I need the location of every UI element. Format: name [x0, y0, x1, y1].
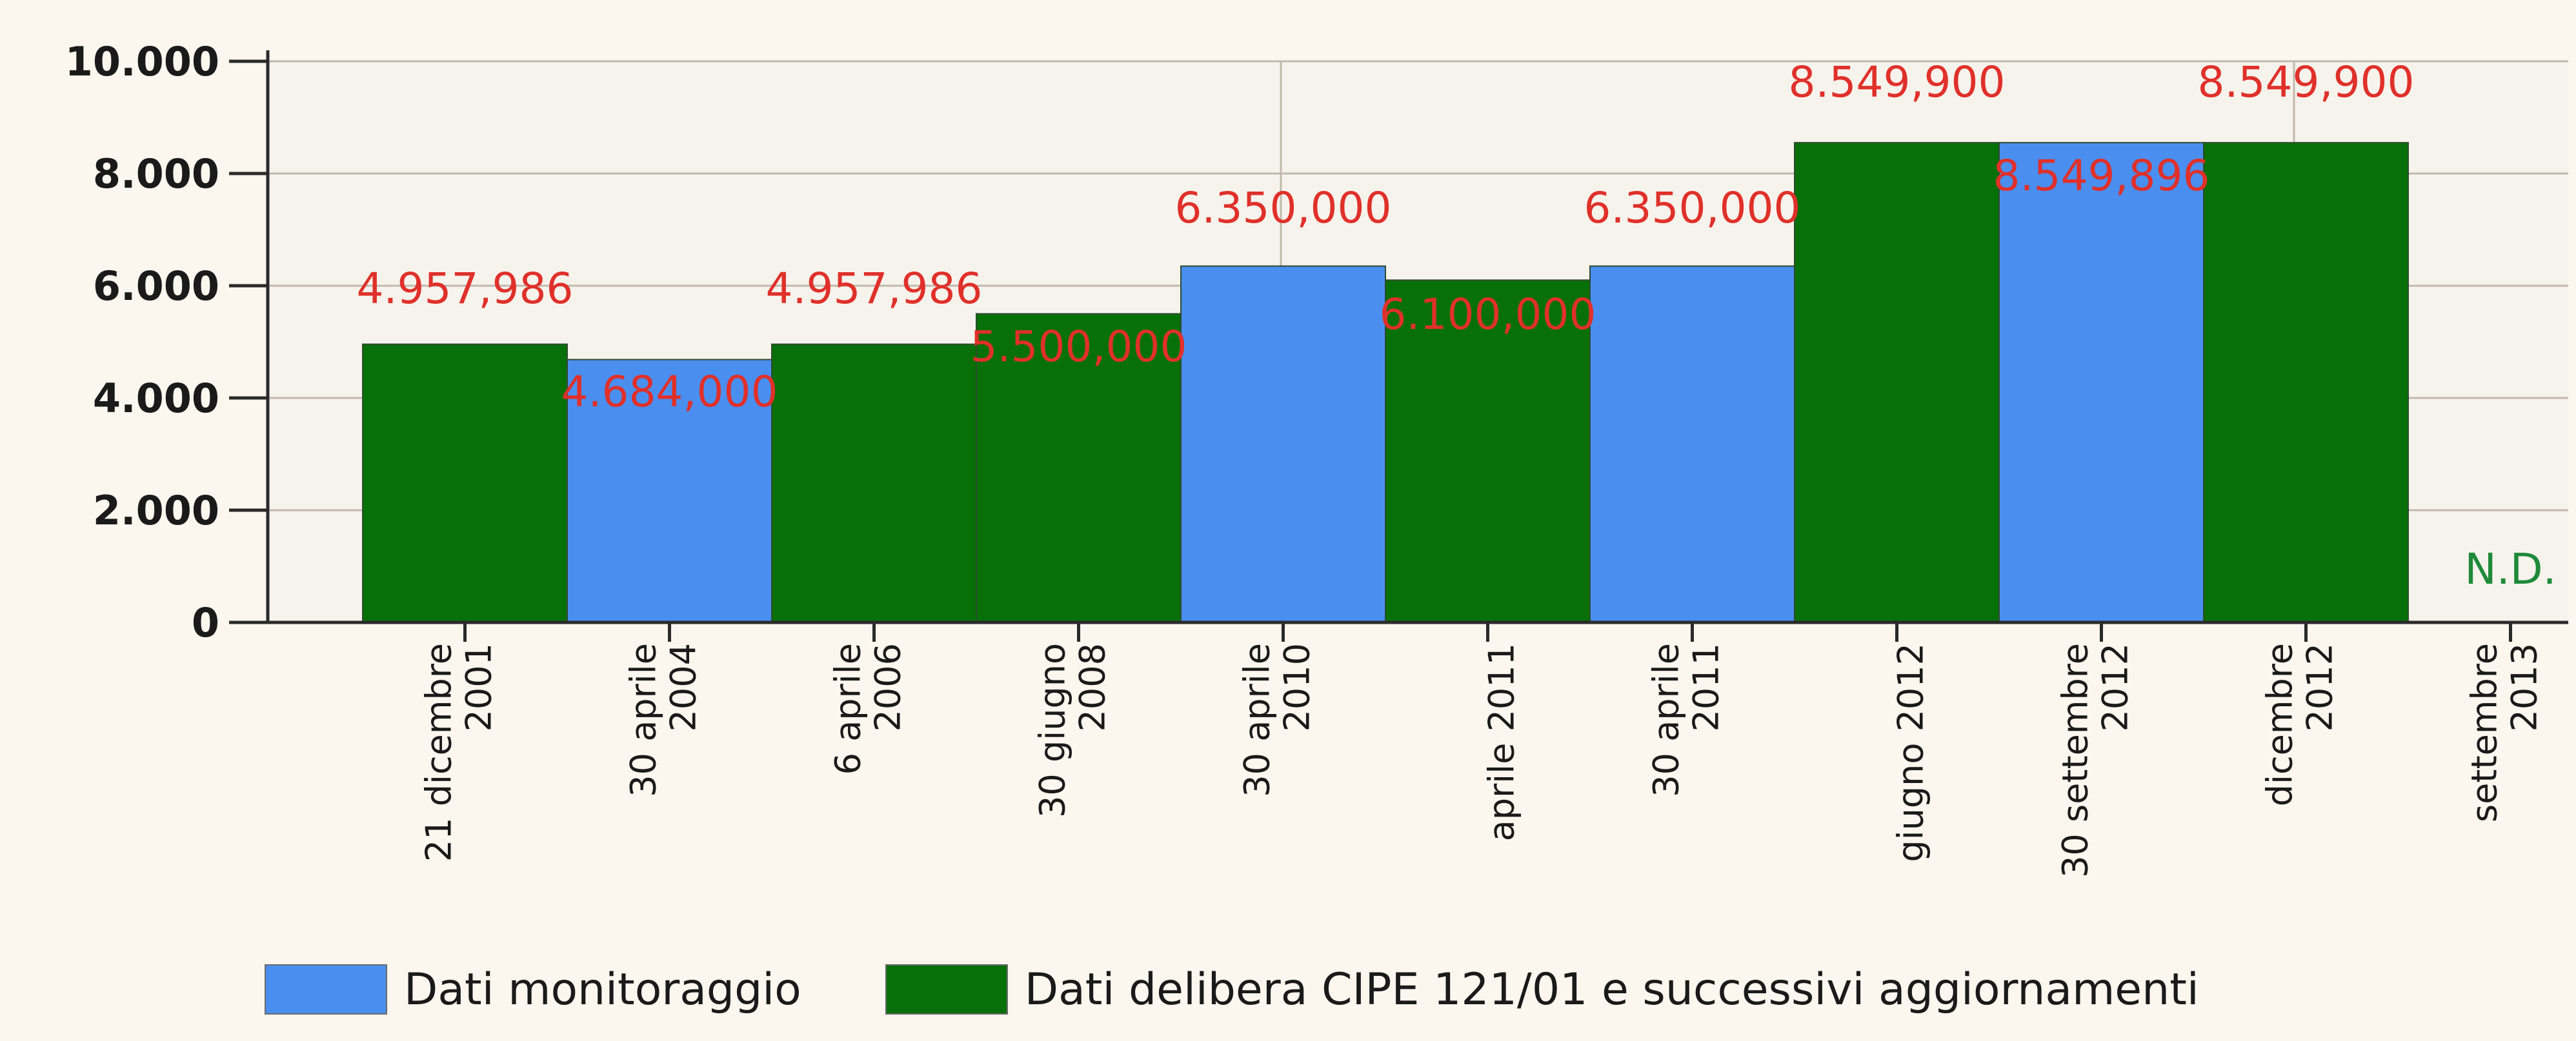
legend: Dati monitoraggio Dati delibera CIPE 121/…	[265, 960, 2199, 1019]
data-label-8: 8.549,900	[1789, 57, 2006, 107]
legend-item-delibera: Dati delibera CIPE 121/01 e successivi a…	[885, 964, 2199, 1015]
svg-text:2012: 2012	[2300, 643, 2340, 731]
svg-text:2010: 2010	[1277, 643, 1318, 731]
data-label-4: 5.500,000	[971, 322, 1187, 372]
y-tick-label-1: 2.000	[93, 487, 219, 534]
x-tick-label-10: settembre 2013	[2464, 643, 2545, 822]
y-tick-label-4: 8.000	[93, 150, 219, 197]
y-tick-label-2: 4.000	[93, 375, 219, 422]
data-label-5: 6.350,000	[1175, 183, 1392, 233]
svg-text:2012: 2012	[2095, 643, 2136, 731]
svg-text:21 dicembre: 21 dicembre	[419, 643, 459, 862]
bar-1	[362, 343, 568, 623]
data-label-3: 4.957,986	[766, 264, 983, 313]
x-tick-label-6: 30 aprile 2011	[1646, 643, 1727, 797]
svg-text:6 aprile: 6 aprile	[828, 643, 869, 775]
svg-text:2008: 2008	[1072, 643, 1113, 731]
svg-text:30 settembre: 30 settembre	[2055, 643, 2096, 878]
svg-text:dicembre: dicembre	[2260, 643, 2300, 806]
x-tick-label-1: 30 aprile 2004	[623, 643, 704, 797]
svg-text:30 giugno: 30 giugno	[1032, 643, 1073, 818]
bar-5	[1180, 265, 1386, 623]
data-label-1: 4.957,986	[357, 264, 574, 313]
svg-text:settembre: settembre	[2464, 643, 2505, 822]
svg-text:2006: 2006	[868, 643, 909, 731]
bar-6	[1385, 279, 1591, 623]
bar-3	[771, 343, 977, 623]
legend-label-monitoraggio: Dati monitoraggio	[404, 964, 801, 1015]
x-tick-label-2: 6 aprile 2006	[828, 643, 909, 775]
x-tick-label-3: 30 giugno 2008	[1032, 643, 1113, 818]
bar-2	[567, 359, 772, 623]
data-label-10: 8.549,900	[2198, 57, 2415, 107]
bar-9	[1998, 142, 2204, 623]
data-label-2: 4.684,000	[561, 367, 778, 417]
svg-text:30 aprile: 30 aprile	[1646, 643, 1687, 797]
x-tick-label-4: 30 aprile 2010	[1237, 643, 1318, 797]
bar-10	[2203, 142, 2409, 624]
svg-text:30 aprile: 30 aprile	[1237, 643, 1278, 797]
svg-text:2013: 2013	[2504, 643, 2545, 731]
x-tick-label-8: 30 settembre 2012	[2055, 643, 2136, 878]
bar-8	[1794, 142, 2000, 624]
y-tick-label-5: 10.000	[65, 38, 219, 85]
legend-label-delibera: Dati delibera CIPE 121/01 e successivi a…	[1024, 964, 2199, 1015]
x-tick-label-0: 21 dicembre 2001	[419, 643, 499, 862]
svg-text:2001: 2001	[459, 643, 499, 731]
data-label-6: 6.100,000	[1380, 290, 1596, 339]
svg-text:giugno 2012: giugno 2012	[1891, 643, 1931, 862]
svg-text:aprile 2011: aprile 2011	[1482, 643, 1522, 841]
svg-text:2004: 2004	[663, 643, 704, 731]
bar-4	[976, 313, 1182, 623]
bar-7	[1589, 265, 1795, 623]
x-tick-label-9: dicembre 2012	[2260, 643, 2340, 806]
y-tick-label-0: 0	[192, 599, 219, 646]
svg-text:2011: 2011	[1686, 643, 1727, 731]
legend-swatch-delibera	[885, 964, 1008, 1015]
legend-item-monitoraggio: Dati monitoraggio	[265, 964, 801, 1015]
x-tick-label-7: giugno 2012	[1891, 643, 1931, 862]
y-tick-label-3: 6.000	[93, 263, 219, 310]
legend-swatch-monitoraggio	[265, 964, 387, 1015]
data-label-nd: N.D.	[2464, 544, 2556, 594]
data-label-9: 8.549,896	[1993, 151, 2210, 201]
data-label-7: 6.350,000	[1584, 183, 1801, 233]
svg-text:30 aprile: 30 aprile	[623, 643, 664, 797]
x-tick-label-5: aprile 2011	[1482, 643, 1522, 841]
